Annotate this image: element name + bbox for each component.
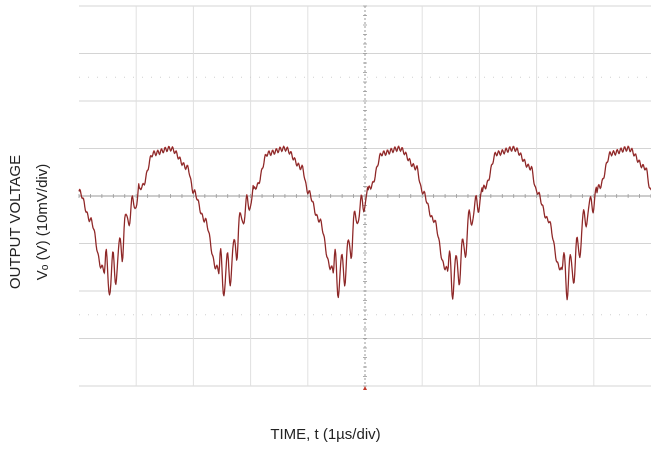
x-axis-label: TIME, t (1µs/div) — [270, 426, 381, 443]
waveform-trace-shadow — [78, 146, 651, 301]
trigger-marker — [363, 386, 367, 390]
